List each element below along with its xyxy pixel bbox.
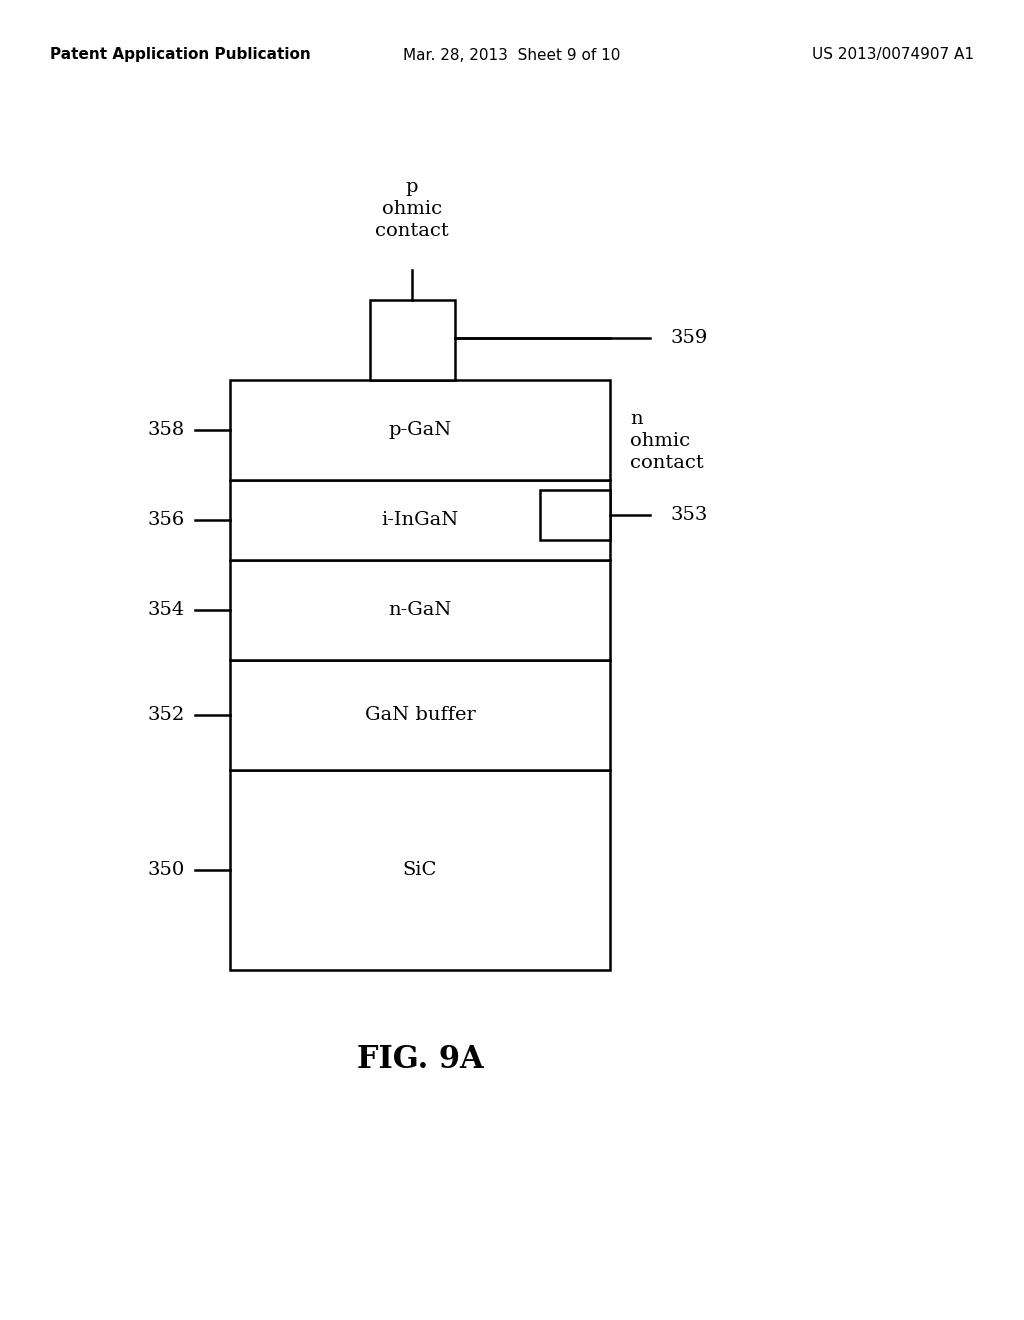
Bar	[370, 300, 455, 380]
Bar	[230, 480, 610, 560]
Bar	[230, 770, 610, 970]
Text: 358: 358	[147, 421, 185, 440]
Text: Mar. 28, 2013  Sheet 9 of 10: Mar. 28, 2013 Sheet 9 of 10	[403, 48, 621, 62]
Text: 356: 356	[147, 511, 185, 529]
Text: p
ohmic
contact: p ohmic contact	[375, 178, 449, 240]
Text: i-InGaN: i-InGaN	[381, 511, 459, 529]
Text: GaN buffer: GaN buffer	[365, 706, 475, 723]
Text: US 2013/0074907 A1: US 2013/0074907 A1	[812, 48, 974, 62]
Bar	[230, 560, 610, 660]
Bar	[230, 380, 610, 480]
Text: FIG. 9A: FIG. 9A	[356, 1044, 483, 1076]
Bar	[230, 660, 610, 770]
Text: n-GaN: n-GaN	[388, 601, 452, 619]
Text: 353: 353	[670, 506, 708, 524]
Text: SiC: SiC	[402, 861, 437, 879]
Text: Patent Application Publication: Patent Application Publication	[50, 48, 310, 62]
Text: p-GaN: p-GaN	[388, 421, 452, 440]
Text: 352: 352	[147, 706, 185, 723]
Text: 354: 354	[147, 601, 185, 619]
Bar	[540, 490, 610, 540]
Text: 359: 359	[670, 329, 708, 347]
Text: n
ohmic
contact: n ohmic contact	[630, 411, 703, 473]
Text: 350: 350	[147, 861, 185, 879]
